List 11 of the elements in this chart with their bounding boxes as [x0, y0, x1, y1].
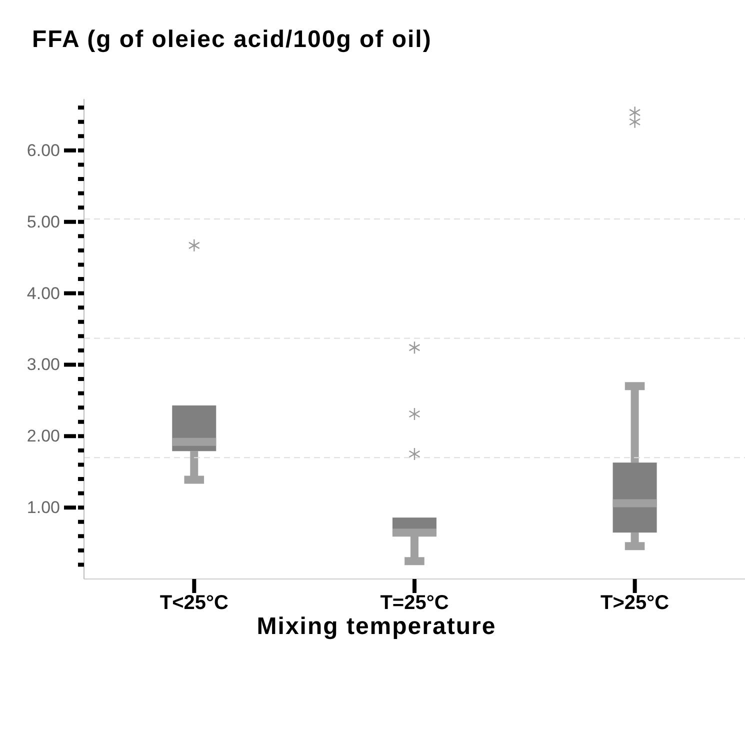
x-tick-label: T<25°C	[160, 592, 228, 614]
y-tick-label: 5.00	[26, 212, 60, 232]
x-tick-label: T=25°C	[380, 592, 449, 614]
y-tick-label: 4.00	[26, 284, 60, 303]
y-tick-label: 6.00	[26, 140, 60, 160]
chart-title: FFA (g of oleiec acid/100g of oil)	[31, 25, 433, 55]
x-axis-title: Mixing temperature	[256, 613, 498, 641]
x-tick-label: T>25°C	[600, 592, 670, 614]
y-tick-label: 2.00	[26, 426, 60, 446]
y-tick-label: 1.00	[26, 498, 60, 518]
y-tick-label: 3.00	[26, 355, 60, 374]
